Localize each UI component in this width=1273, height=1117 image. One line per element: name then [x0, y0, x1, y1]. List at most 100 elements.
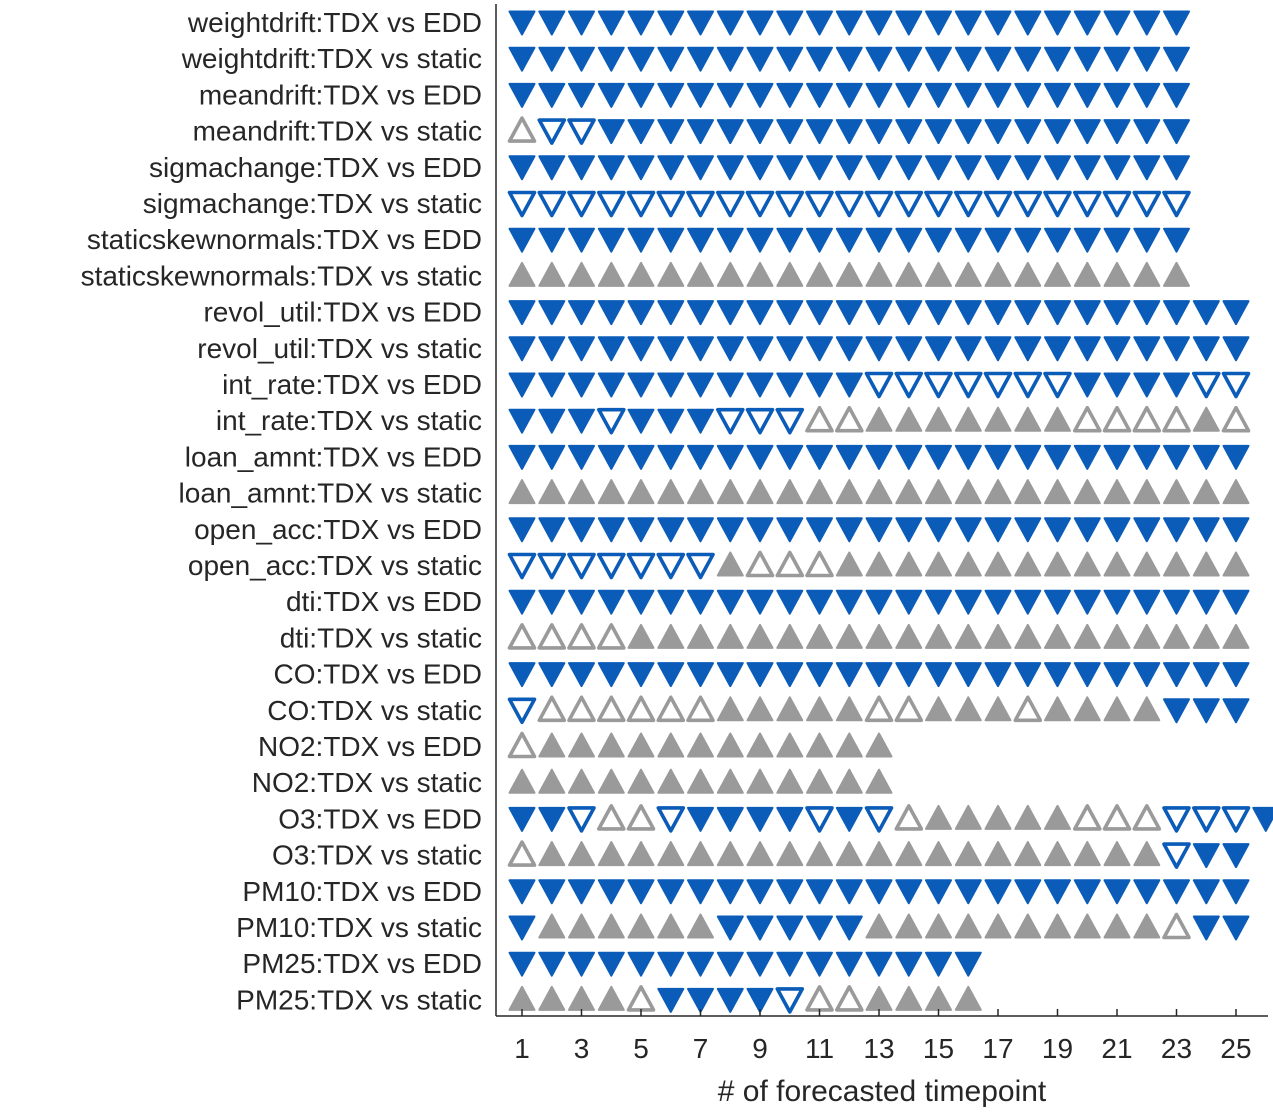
down-triangle-marker-filled — [806, 915, 833, 941]
down-triangle-marker-filled — [568, 408, 595, 434]
down-triangle-marker-hollow — [1132, 190, 1162, 218]
down-triangle-marker-filled — [984, 662, 1012, 688]
up-triangle-marker-filled — [1014, 913, 1042, 939]
down-triangle-marker-filled — [716, 155, 744, 181]
up-triangle-marker-filled — [776, 696, 804, 722]
down-triangle-marker-filled — [1222, 444, 1250, 470]
down-triangle-marker-filled — [716, 806, 744, 832]
down-triangle-marker-filled — [954, 336, 982, 362]
up-triangle-marker-hollow — [745, 550, 775, 578]
down-triangle-marker-filled — [1163, 879, 1190, 905]
down-triangle-marker-filled — [865, 82, 893, 108]
row-label: sigmachange:TDX vs static — [143, 188, 482, 219]
down-triangle-marker-filled — [954, 10, 982, 36]
up-triangle-marker-filled — [627, 768, 655, 794]
down-triangle-marker-filled — [657, 227, 685, 253]
up-triangle-marker-filled — [925, 696, 952, 722]
down-triangle-marker-hollow — [596, 552, 626, 580]
down-triangle-marker-filled — [925, 336, 952, 362]
down-triangle-marker-filled — [508, 806, 536, 832]
up-triangle-marker-filled — [716, 261, 744, 287]
down-triangle-marker-filled — [1073, 119, 1101, 145]
up-triangle-marker-hollow — [1132, 405, 1162, 433]
down-triangle-marker-filled — [597, 10, 625, 36]
down-triangle-marker-filled — [1192, 589, 1220, 615]
up-triangle-marker-filled — [627, 479, 655, 505]
up-triangle-marker-filled — [984, 261, 1012, 287]
down-triangle-marker-filled — [895, 517, 923, 543]
up-triangle-marker-hollow — [1162, 912, 1191, 940]
down-triangle-marker-filled — [716, 372, 744, 398]
down-triangle-marker-filled — [925, 444, 952, 470]
x-tick-label: 15 — [923, 1033, 954, 1064]
down-triangle-marker-filled — [895, 82, 923, 108]
down-triangle-marker-hollow — [775, 987, 805, 1014]
down-triangle-marker-filled — [865, 879, 893, 905]
up-triangle-marker-filled — [1014, 841, 1042, 867]
down-triangle-marker-filled — [1044, 444, 1071, 470]
down-triangle-marker-filled — [835, 82, 863, 108]
down-triangle-marker-filled — [895, 336, 923, 362]
down-triangle-marker-filled — [984, 10, 1012, 36]
up-triangle-marker-hollow — [507, 840, 537, 867]
up-triangle-marker-filled — [657, 768, 685, 794]
down-triangle-marker-filled — [895, 879, 923, 905]
up-triangle-marker-filled — [776, 768, 804, 794]
up-triangle-marker-filled — [925, 261, 952, 287]
up-triangle-marker-filled — [687, 913, 714, 939]
up-triangle-marker-hollow — [596, 695, 626, 723]
down-triangle-marker-filled — [1014, 46, 1042, 72]
down-triangle-marker-hollow — [745, 190, 775, 218]
down-triangle-marker-filled — [627, 10, 655, 36]
up-triangle-marker-filled — [716, 768, 744, 794]
down-triangle-marker-filled — [687, 879, 714, 905]
up-triangle-marker-filled — [597, 479, 625, 505]
down-triangle-marker-filled — [984, 155, 1012, 181]
down-triangle-marker-hollow — [715, 190, 745, 218]
down-triangle-marker-filled — [984, 119, 1012, 145]
up-triangle-marker-filled — [597, 768, 625, 794]
up-triangle-marker-filled — [1014, 623, 1042, 649]
down-triangle-marker-filled — [806, 662, 833, 688]
up-triangle-marker-filled — [1014, 406, 1042, 432]
up-triangle-marker-filled — [835, 768, 863, 794]
down-triangle-marker-filled — [508, 589, 536, 615]
down-triangle-marker-filled — [597, 82, 625, 108]
down-triangle-marker-filled — [895, 589, 923, 615]
up-triangle-marker-hollow — [864, 695, 894, 723]
down-triangle-marker-filled — [835, 300, 863, 326]
down-triangle-marker-filled — [627, 662, 655, 688]
down-triangle-marker-filled — [687, 951, 714, 977]
down-triangle-marker-filled — [806, 372, 833, 398]
up-triangle-marker-filled — [1192, 479, 1220, 505]
row-label: CO:TDX vs EDD — [274, 659, 482, 690]
up-triangle-marker-filled — [1103, 551, 1131, 577]
down-triangle-marker-filled — [954, 662, 982, 688]
up-triangle-marker-filled — [1133, 551, 1161, 577]
up-triangle-marker-filled — [687, 841, 714, 867]
down-triangle-marker-hollow — [864, 371, 894, 399]
up-triangle-marker-filled — [716, 841, 744, 867]
down-triangle-marker-filled — [1133, 119, 1161, 145]
down-triangle-marker-filled — [508, 155, 536, 181]
down-triangle-marker-filled — [568, 336, 595, 362]
up-triangle-marker-filled — [925, 479, 952, 505]
up-triangle-marker-hollow — [507, 731, 537, 759]
down-triangle-marker-filled — [1163, 10, 1190, 36]
down-triangle-marker-hollow — [596, 407, 626, 435]
up-triangle-marker-filled — [984, 696, 1012, 722]
down-triangle-marker-filled — [865, 517, 893, 543]
up-triangle-marker-filled — [1103, 696, 1131, 722]
up-triangle-marker-filled — [1163, 551, 1190, 577]
down-triangle-marker-filled — [627, 119, 655, 145]
down-triangle-marker-filled — [716, 517, 744, 543]
down-triangle-marker-filled — [806, 879, 833, 905]
down-triangle-marker-filled — [568, 589, 595, 615]
down-triangle-marker-filled — [657, 155, 685, 181]
down-triangle-marker-filled — [806, 10, 833, 36]
up-triangle-marker-hollow — [686, 695, 715, 723]
up-triangle-marker-filled — [568, 479, 595, 505]
down-triangle-marker-filled — [1073, 155, 1101, 181]
down-triangle-marker-filled — [806, 589, 833, 615]
down-triangle-marker-filled — [1014, 517, 1042, 543]
